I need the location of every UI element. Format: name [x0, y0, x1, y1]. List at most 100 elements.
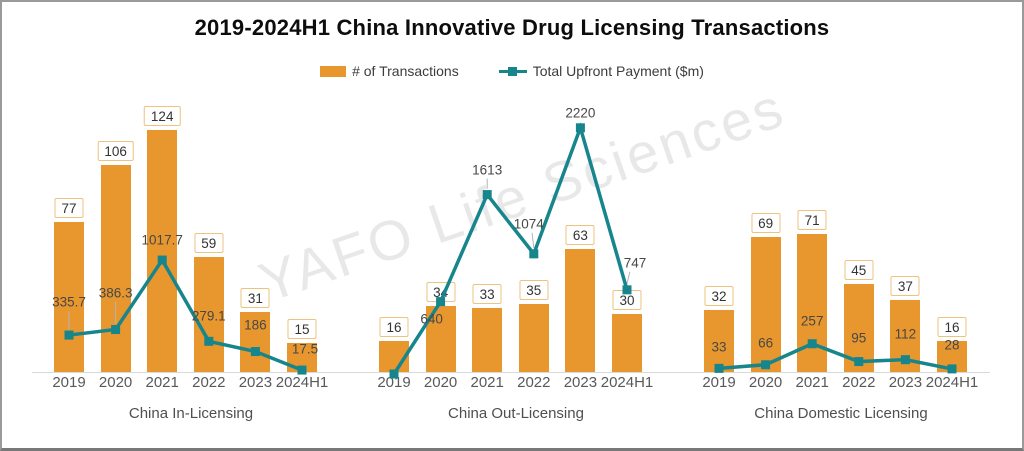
bar-value-label: 106	[97, 141, 134, 162]
label-leader-line	[531, 232, 535, 248]
line-marker	[297, 365, 307, 375]
line-marker	[64, 330, 74, 340]
bar-value-label: 35	[519, 279, 549, 300]
line-value-label: 640	[420, 311, 443, 327]
line-path	[718, 341, 953, 371]
x-tick-2023: 2023	[563, 374, 598, 391]
x-tick-2024H1: 2024H1	[925, 374, 979, 391]
line-value-label: 1613	[472, 162, 503, 178]
bar-2020	[100, 165, 131, 372]
line-value-label: 17.5	[291, 341, 319, 357]
bar-value-label: 77	[54, 197, 84, 218]
bar-value-label: 16	[379, 316, 409, 337]
bar-swatch-icon	[320, 65, 347, 77]
x-tick-2020: 2020	[748, 374, 783, 391]
line-value-label: 28	[944, 337, 960, 353]
line-marker	[714, 363, 724, 373]
bar-value-label: 71	[797, 209, 827, 230]
bar-value-label: 33	[472, 283, 502, 304]
line-marker	[204, 336, 214, 346]
x-tick-2019: 2019	[52, 374, 86, 391]
x-tick-2022: 2022	[842, 374, 876, 391]
x-axis-ticks: 2019 2020 2021 2022 2023 2024H1	[697, 374, 985, 394]
panel-china-out-licensing: 16 34 33 35 63 30 640 1613 1074 2220 747 2019 2020 2…	[372, 97, 660, 442]
page-title: 2019-2024H1 China Innovative Drug Licens…	[194, 15, 830, 40]
line-value-label: 1074	[513, 216, 544, 232]
x-tick-2020: 2020	[98, 374, 133, 391]
line-value-label: 112	[894, 326, 917, 342]
panel-caption: China Out-Licensing	[448, 405, 584, 422]
legend-item-upfront-payment: Total Upfront Payment ($m)	[498, 63, 704, 79]
plot-area-in-licensing: 77 106 124 59 31 15 335.7 386.3 1017.7 279.1 186 17…	[47, 97, 335, 375]
panel-caption: China In-Licensing	[128, 405, 254, 422]
upfront-payment-line	[714, 339, 957, 374]
x-tick-2024H1: 2024H1	[275, 374, 329, 391]
plot-area-out-licensing: 16 34 33 35 63 30 640 1613 1074 2220 747	[372, 97, 660, 379]
line-value-label: 95	[851, 330, 867, 346]
panel-china-domestic-licensing: 32 69 71 45 37 16 33 66 257 95 112 28 2019 2020 2021 2…	[697, 97, 985, 442]
line-value-label: 335.7	[52, 294, 86, 310]
line-marker	[250, 347, 260, 357]
line-marker	[482, 190, 492, 200]
bar-value-label: 30	[612, 289, 642, 310]
line-value-label: 257	[800, 313, 824, 329]
line-marker	[807, 339, 817, 349]
bar-value-label: 16	[937, 316, 967, 337]
bar-value-label: 32	[704, 285, 734, 306]
line-marker	[854, 357, 864, 367]
bar-value-label: 69	[751, 213, 781, 234]
bar-value-label: 15	[287, 318, 317, 339]
x-tick-2023: 2023	[888, 374, 923, 391]
line-marker	[389, 369, 399, 379]
x-tick-2019: 2019	[377, 374, 411, 391]
bar-2020	[750, 237, 781, 372]
line-value-label: 186	[244, 317, 267, 333]
line-value-label: 279.1	[191, 308, 226, 324]
bar-value-label: 31	[240, 287, 270, 308]
bar-2021	[472, 307, 503, 372]
x-axis-ticks: 2019 2020 2021 2022 2023 2024H1	[47, 374, 335, 394]
x-axis-ticks: 2019 2020 2021 2022 2023 2024H1	[372, 374, 660, 394]
x-axis-line	[32, 372, 990, 373]
legend-item-transactions: # of Transactions	[320, 63, 459, 79]
line-marker	[529, 249, 539, 259]
line-swatch-icon	[498, 66, 527, 77]
bar-2022	[193, 256, 224, 372]
legend: # of Transactions Total Upfront Payment …	[2, 63, 1022, 79]
bar-2019	[704, 309, 734, 372]
x-tick-2021: 2021	[470, 374, 504, 391]
line-marker	[157, 255, 167, 265]
x-tick-2021: 2021	[145, 374, 179, 391]
x-tick-2023: 2023	[238, 374, 273, 391]
panel-caption: China Domestic Licensing	[754, 405, 928, 422]
bar-value-label: 37	[890, 275, 920, 296]
upfront-payment-line	[64, 255, 307, 375]
bar-2019	[54, 221, 84, 372]
line-marker	[111, 325, 121, 335]
line-marker	[900, 355, 910, 365]
bar-2023	[240, 311, 271, 372]
plot-area-domestic-licensing: 32 69 71 45 37 16 33 66 257 95 112 28	[697, 97, 985, 374]
line-value-label: 386.3	[98, 285, 133, 300]
x-tick-2019: 2019	[702, 374, 736, 391]
bar-2024H1	[612, 313, 642, 372]
line-path	[392, 122, 629, 375]
bar-value-label: 63	[565, 225, 595, 246]
x-tick-2022: 2022	[517, 374, 551, 391]
bar-value-label: 45	[844, 260, 874, 281]
line-value-label: 747	[623, 255, 647, 271]
bar-value-label: 124	[143, 106, 181, 127]
x-tick-2024H1: 2024H1	[600, 374, 654, 391]
legend-label-transactions: # of Transactions	[352, 63, 459, 79]
upfront-payment-line	[389, 122, 632, 379]
line-marker	[575, 123, 585, 133]
line-marker	[947, 364, 957, 374]
bar-2021	[147, 130, 178, 372]
line-path	[68, 256, 303, 372]
line-marker	[436, 297, 446, 307]
line-value-label: 33	[711, 339, 727, 355]
bar-2022	[518, 303, 549, 372]
line-value-label: 66	[758, 335, 774, 351]
bar-value-label: 59	[194, 232, 224, 253]
